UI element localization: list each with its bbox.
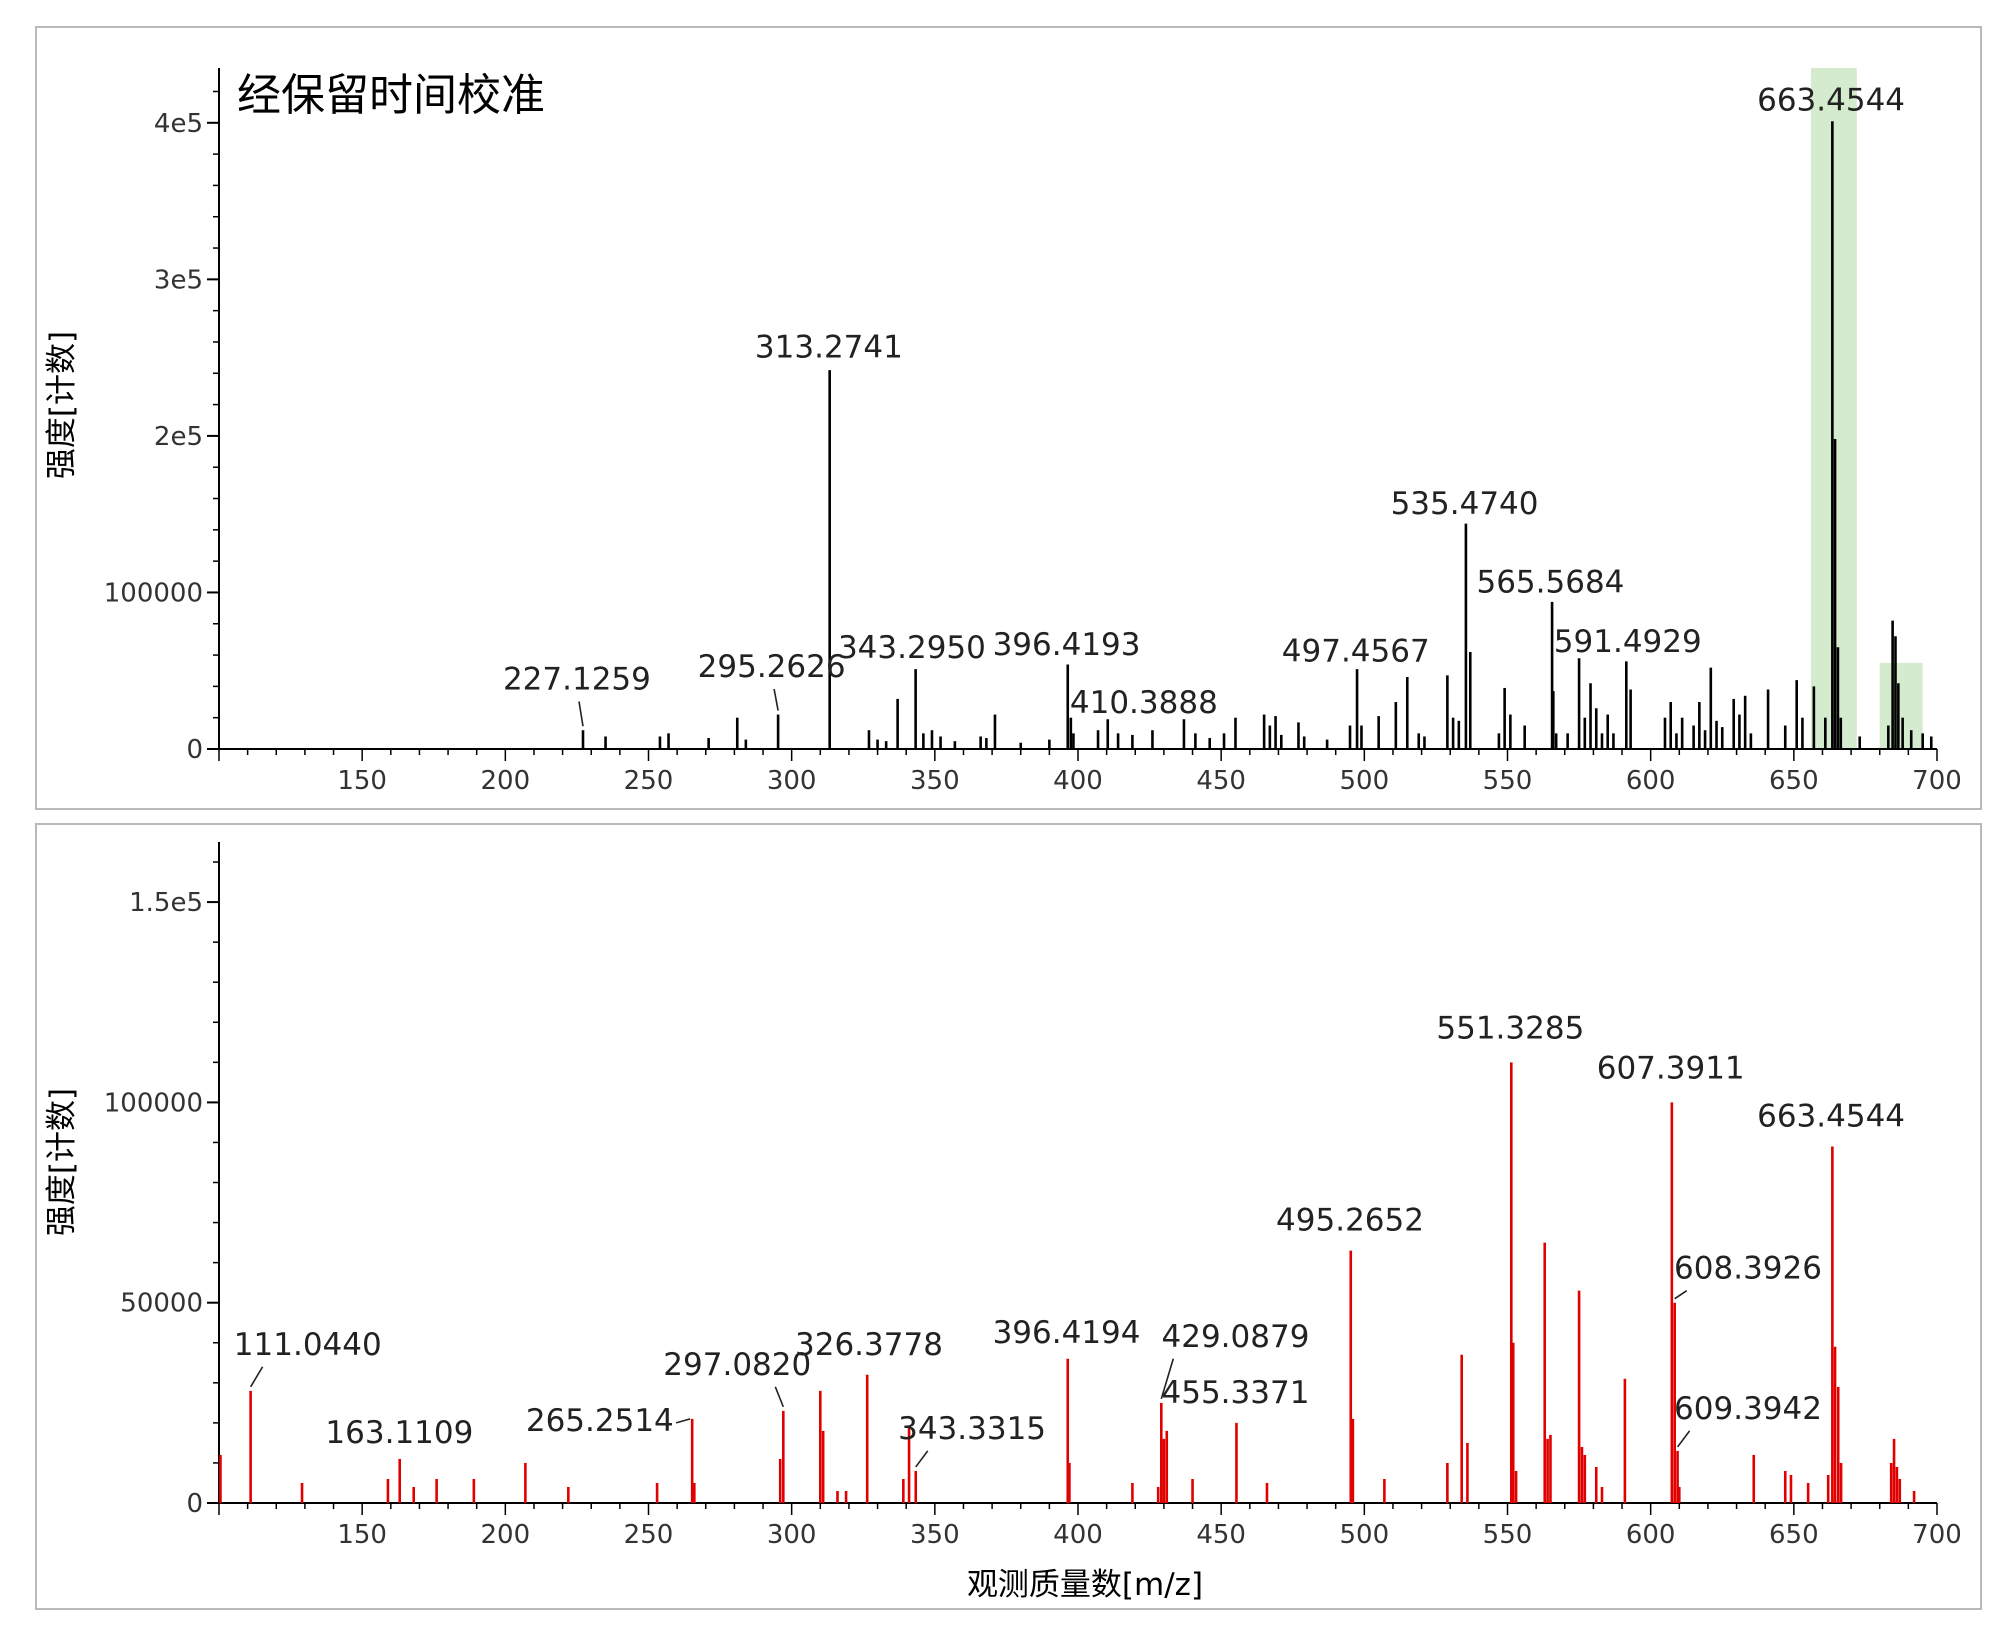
x-tick-label: 200: [481, 1520, 531, 1550]
peak-label: 608.3926: [1674, 1251, 1822, 1287]
x-tick-label: 700: [1912, 1520, 1962, 1550]
peak-label: 326.3778: [795, 1327, 943, 1363]
label-leader-line: [774, 1386, 785, 1408]
label-leader-line: [675, 1418, 691, 1424]
y-tick-label: 100000: [104, 578, 203, 608]
x-tick-label: 550: [1483, 1520, 1533, 1550]
x-tick-label: 400: [1053, 766, 1103, 796]
x-tick-label: 650: [1769, 766, 1819, 796]
peak-label: 429.0879: [1162, 1319, 1310, 1355]
peak-label: 591.4929: [1554, 624, 1702, 660]
peak-label: 663.4544: [1757, 82, 1905, 118]
label-leader-line: [773, 688, 779, 711]
x-tick-label: 600: [1626, 1520, 1676, 1550]
x-tick-label: 300: [767, 1520, 817, 1550]
peak-label: 410.3888: [1070, 685, 1218, 721]
peak-label: 495.2652: [1276, 1203, 1424, 1239]
label-leader-line: [915, 1450, 929, 1468]
x-tick-label: 200: [481, 766, 531, 796]
x-axis-label: 观测质量数[m/z]: [967, 1567, 1203, 1603]
label-leader-line: [1674, 1289, 1688, 1300]
peak-label: 551.3285: [1436, 1010, 1584, 1046]
x-tick-label: 250: [624, 1520, 674, 1550]
x-tick-label: 350: [910, 766, 960, 796]
y-axis-label: 强度[计数]: [44, 1088, 80, 1236]
x-tick-label: 250: [624, 766, 674, 796]
top-panel-frame: [35, 26, 1982, 810]
x-tick-label: 600: [1626, 766, 1676, 796]
bottom-panel-frame: [35, 823, 1982, 1610]
peak-label: 455.3371: [1162, 1375, 1310, 1411]
peak-label: 163.1109: [325, 1415, 473, 1451]
label-leader-line: [578, 701, 584, 727]
y-tick-label: 100000: [104, 1088, 203, 1118]
peak-label: 313.2741: [755, 330, 903, 366]
x-tick-label: 400: [1053, 1520, 1103, 1550]
y-axis-label: 强度[计数]: [44, 331, 80, 479]
peak-label: 343.3315: [898, 1411, 1046, 1447]
y-tick-label: 3e5: [154, 265, 203, 295]
peak-label: 565.5684: [1476, 564, 1624, 600]
y-tick-label: 50000: [120, 1289, 203, 1319]
peak-label: 607.3911: [1597, 1050, 1745, 1086]
y-tick-label: 0: [186, 1489, 203, 1519]
y-tick-label: 4e5: [154, 109, 203, 139]
x-tick-label: 650: [1769, 1520, 1819, 1550]
peak-label: 297.0820: [663, 1347, 811, 1383]
x-tick-label: 350: [910, 1520, 960, 1550]
peak-label: 265.2514: [526, 1403, 674, 1439]
x-tick-label: 550: [1483, 766, 1533, 796]
chart-title: 经保留时间校准: [237, 70, 545, 121]
x-tick-label: 450: [1196, 766, 1246, 796]
label-leader-line: [1676, 1430, 1691, 1448]
bottom-spectrum-panel: 0 50000 100000 1.5e5 150 200 250 300 350 400 450 50…: [44, 842, 1962, 1603]
y-tick-label: 2e5: [154, 422, 203, 452]
highlight-band: [1879, 662, 1923, 749]
x-tick-label: 450: [1196, 1520, 1246, 1550]
peak-label: 663.4544: [1757, 1098, 1905, 1134]
x-tick-label: 500: [1340, 766, 1390, 796]
peak-label: 295.2626: [698, 649, 846, 685]
peak-label: 111.0440: [234, 1327, 382, 1363]
x-tick-label: 700: [1912, 766, 1962, 796]
y-tick-label: 0: [186, 735, 203, 765]
label-leader-line: [1160, 1358, 1175, 1400]
peak-label: 535.4740: [1391, 486, 1539, 522]
peak-label: 343.2950: [838, 630, 986, 666]
x-tick-label: 150: [337, 766, 387, 796]
peak-label: 497.4567: [1282, 633, 1430, 669]
peak-label: 227.1259: [503, 662, 651, 698]
x-tick-label: 150: [337, 1520, 387, 1550]
peak-label: 609.3942: [1674, 1391, 1822, 1427]
label-leader-line: [249, 1366, 264, 1388]
peak-label: 396.4193: [993, 627, 1141, 663]
y-tick-label: 1.5e5: [129, 888, 203, 918]
x-tick-label: 300: [767, 766, 817, 796]
peak-label: 396.4194: [993, 1315, 1141, 1351]
x-tick-label: 500: [1340, 1520, 1390, 1550]
top-spectrum-panel: 0 100000 2e5 3e5 4e5 150 200 250 300 350 400 450 500…: [44, 68, 1962, 796]
